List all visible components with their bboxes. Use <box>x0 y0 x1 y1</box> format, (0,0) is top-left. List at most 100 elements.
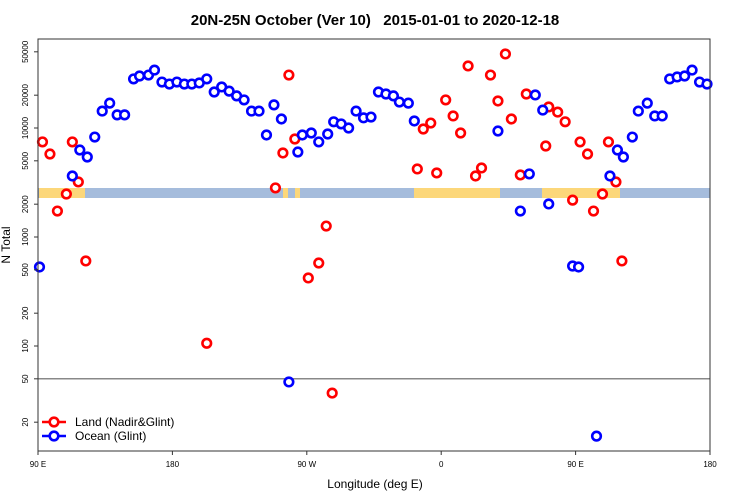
land-point <box>559 116 571 128</box>
ocean-point <box>208 86 220 98</box>
land-point <box>431 167 443 179</box>
plot-frame <box>37 38 711 452</box>
land-point <box>492 95 504 107</box>
y-tick-label: 500 <box>21 263 30 277</box>
x-tick-label: 90 E <box>567 460 583 469</box>
ocean-point <box>275 113 288 125</box>
data-points <box>33 48 713 442</box>
ocean-point <box>656 110 668 122</box>
y-tick-label: 50 <box>21 374 30 383</box>
ocean-point <box>223 85 235 97</box>
land-segment <box>283 188 288 198</box>
land-point <box>469 170 482 182</box>
land-point <box>455 127 467 139</box>
ocean-strip <box>38 188 710 198</box>
land-point <box>36 136 49 148</box>
y-tick-label: 2000 <box>21 195 30 213</box>
ocean-point <box>33 261 46 273</box>
land-point <box>417 123 429 135</box>
ocean-point <box>590 430 603 442</box>
y-axis-label: N Total <box>0 226 13 263</box>
land-point <box>581 148 594 160</box>
ocean-point <box>679 70 691 82</box>
land-point <box>484 69 497 81</box>
y-tick-label: 1000 <box>21 228 30 246</box>
ocean-point <box>701 78 713 90</box>
land-point <box>326 387 338 399</box>
land-point <box>283 69 295 81</box>
land-point <box>447 110 459 122</box>
ocean-point <box>514 205 526 217</box>
ocean-point <box>283 376 295 388</box>
ocean-point <box>313 136 325 148</box>
legend: Land (Nadir&Glint)Ocean (Glint) <box>42 415 174 443</box>
land-ocean-strip <box>38 188 710 198</box>
ocean-point <box>523 168 535 180</box>
x-tick-label: 180 <box>703 460 717 469</box>
y-tick-label: 5000 <box>21 151 30 169</box>
chart-title: 20N-25N October (Ver 10) 2015-01-01 to 2… <box>191 12 560 29</box>
land-point <box>44 148 56 160</box>
land-point <box>425 117 437 129</box>
land-point <box>302 272 314 284</box>
ocean-point <box>253 105 265 117</box>
ocean-point <box>148 64 161 76</box>
ocean-point <box>89 131 101 143</box>
ocean-point <box>343 122 355 134</box>
land-point <box>411 163 423 175</box>
land-point <box>51 205 64 217</box>
land-point <box>505 113 517 125</box>
ocean-point <box>543 198 555 210</box>
land-segment <box>295 188 300 198</box>
land-point <box>60 188 72 200</box>
ocean-point <box>572 261 585 273</box>
land-point <box>66 136 78 148</box>
ocean-point <box>66 170 78 182</box>
ocean-point <box>201 73 213 85</box>
ocean-point <box>641 97 653 109</box>
land-point <box>475 162 488 174</box>
land-point <box>514 169 526 181</box>
ocean-point <box>408 115 420 127</box>
ocean-point <box>260 129 273 141</box>
x-axis-label: Longitude (deg E) <box>327 477 422 491</box>
y-tick-label: 100 <box>21 339 30 353</box>
land-point <box>201 337 213 349</box>
ocean-point <box>292 146 304 158</box>
x-tick-label: 90 W <box>297 460 316 469</box>
land-point <box>552 106 564 118</box>
ocean-point <box>268 99 280 111</box>
land-point <box>587 205 600 217</box>
legend-label: Land (Nadir&Glint) <box>75 415 174 429</box>
ocean-point <box>611 144 624 156</box>
ocean-point <box>104 97 116 109</box>
x-tick-label: 90 E <box>30 460 46 469</box>
land-point <box>462 60 474 72</box>
ocean-point <box>133 70 146 82</box>
legend-marker <box>48 416 60 428</box>
land-point <box>313 257 325 269</box>
land-point <box>320 220 332 232</box>
x-axis: 90 E 180 90 W 0 90 E 180 <box>30 450 717 469</box>
ocean-point <box>96 105 108 117</box>
ocean-point <box>74 144 86 156</box>
land-point <box>80 255 92 267</box>
ocean-point <box>81 151 93 163</box>
ocean-point <box>238 94 250 106</box>
x-tick-label: 0 <box>439 460 444 469</box>
ocean-point <box>492 125 504 137</box>
land-point <box>596 188 609 200</box>
ocean-point <box>604 170 616 182</box>
legend-marker <box>48 430 60 442</box>
ocean-point <box>296 129 308 141</box>
ocean-point <box>529 89 541 101</box>
legend-label: Ocean (Glint) <box>75 429 146 443</box>
land-point <box>567 194 579 206</box>
ocean-point <box>626 131 638 143</box>
ocean-point <box>632 105 644 117</box>
ocean-point <box>393 96 405 108</box>
land-segment <box>414 188 500 198</box>
land-point <box>540 140 552 152</box>
land-point <box>520 88 532 100</box>
y-axis: 20 50 100 200 500 1000 2000 5000 10000 20000 50000 <box>21 39 39 451</box>
